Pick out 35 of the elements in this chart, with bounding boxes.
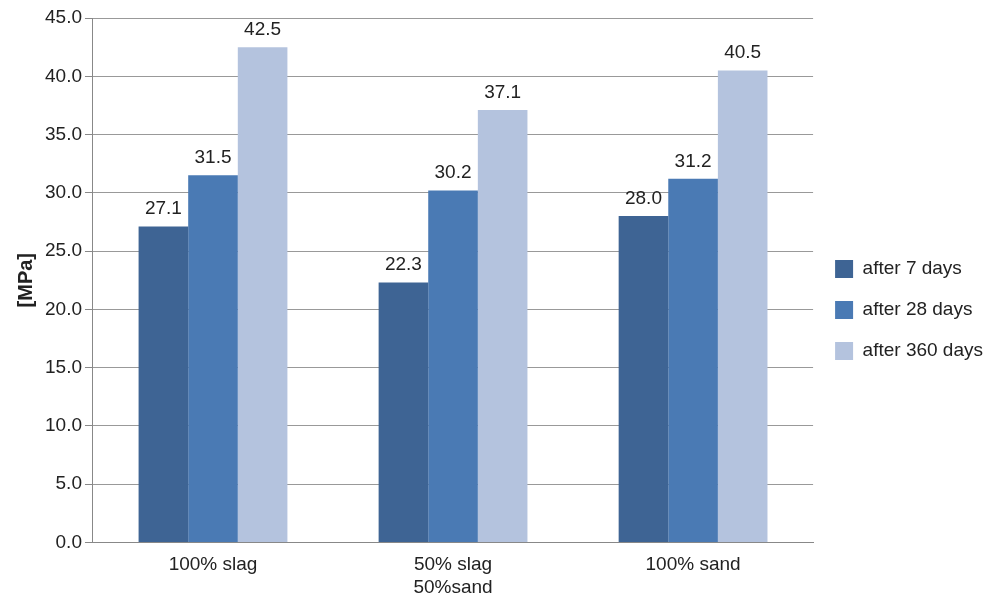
data-label: 31.2 (674, 149, 712, 171)
y-tick-label: 45.0 (45, 6, 82, 28)
y-tick-label: 10.0 (45, 414, 82, 436)
bar (378, 282, 429, 542)
y-tick-label: 35.0 (45, 122, 82, 144)
data-label: 30.2 (434, 161, 472, 183)
y-tick-label: 25.0 (45, 239, 82, 261)
y-tick-label: 30.0 (45, 181, 82, 203)
x-tick-label: 100% slag (168, 553, 258, 575)
y-tick-label: 20.0 (45, 297, 82, 319)
x-tick-label: 100% sand (645, 553, 741, 575)
data-label: 27.1 (144, 197, 182, 219)
data-label: 37.1 (484, 80, 522, 102)
bar (618, 216, 669, 542)
data-label: 42.5 (244, 17, 282, 39)
bar (428, 190, 478, 542)
y-tick-label: 5.0 (55, 472, 82, 494)
data-label: 31.5 (194, 146, 232, 168)
bar (188, 175, 238, 542)
y-tick-label: 15.0 (45, 355, 82, 377)
y-tick-label: 40.0 (45, 64, 82, 86)
y-tick-label: 0.0 (55, 530, 82, 552)
legend-label: after 7 days (862, 257, 962, 279)
bar (477, 110, 528, 542)
legend-label: after 28 days (862, 298, 973, 320)
bar (717, 70, 768, 542)
bar (237, 47, 288, 542)
x-tick-label: 50% slag 50%sand (413, 553, 493, 597)
data-label: 28.0 (624, 186, 662, 208)
bar (668, 178, 718, 542)
bar (138, 226, 189, 542)
data-label: 22.3 (384, 253, 422, 275)
y-axis-title: [MPa] (13, 252, 36, 308)
legend-label: after 360 days (862, 339, 984, 361)
data-label: 40.5 (724, 41, 762, 63)
